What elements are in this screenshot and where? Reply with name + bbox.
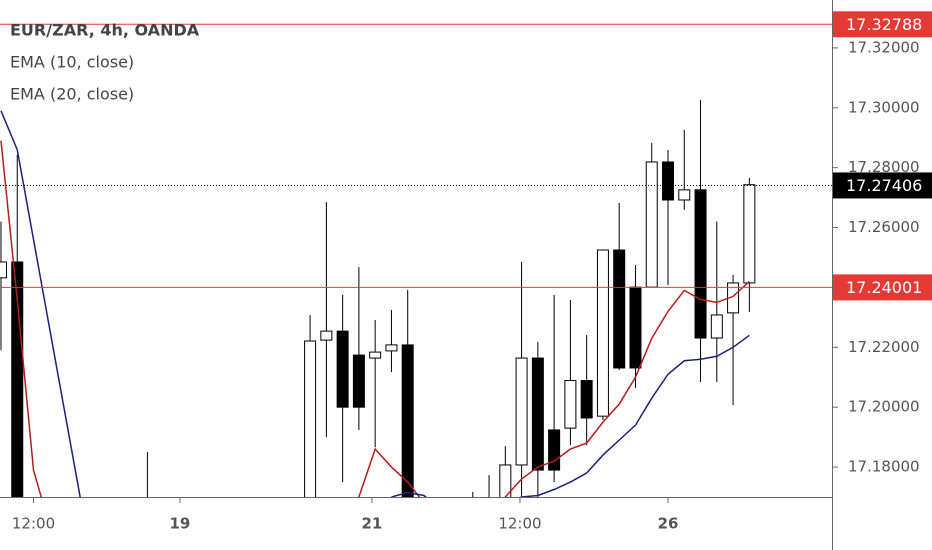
ema-line bbox=[0, 140, 43, 497]
candle-body bbox=[678, 189, 691, 201]
candle-body bbox=[629, 286, 642, 369]
y-tick-label: 17.26000 bbox=[848, 218, 920, 236]
candle-body bbox=[11, 261, 24, 497]
candle-body bbox=[564, 380, 577, 429]
ema-line bbox=[357, 447, 421, 497]
candle-body bbox=[743, 184, 756, 284]
candle-body bbox=[613, 249, 626, 369]
candle-body bbox=[710, 314, 723, 339]
x-tick-label: 26 bbox=[658, 515, 679, 533]
price-tag-label: 17.24001 bbox=[846, 278, 922, 297]
candle-body bbox=[662, 161, 675, 201]
candle-body bbox=[304, 340, 317, 497]
y-tick-label: 17.18000 bbox=[848, 458, 920, 476]
price-tag-label: 17.27406 bbox=[846, 176, 922, 195]
candle-body bbox=[694, 189, 707, 339]
plot-area bbox=[0, 23, 832, 497]
candle-body bbox=[320, 330, 333, 341]
x-tick-label: 12:00 bbox=[498, 515, 541, 533]
candle-body bbox=[596, 249, 609, 417]
price-tag bbox=[833, 172, 932, 199]
legend-entry: EMA (20, close) bbox=[10, 85, 134, 104]
candle-body bbox=[548, 429, 561, 471]
ema-line bbox=[504, 280, 750, 497]
candle-body bbox=[531, 357, 544, 471]
candle-body bbox=[401, 344, 414, 497]
candle-body bbox=[385, 344, 398, 352]
x-tick-label: 19 bbox=[169, 515, 190, 533]
x-tick-label: 21 bbox=[361, 515, 382, 533]
price-tag bbox=[833, 11, 932, 38]
legend-entry: EMA (10, close) bbox=[10, 53, 134, 72]
candle-body bbox=[0, 261, 7, 279]
y-tick-label: 17.30000 bbox=[848, 98, 920, 116]
candle-body bbox=[580, 380, 593, 419]
y-tick-label: 17.20000 bbox=[848, 398, 920, 416]
x-tick-label: 12:00 bbox=[12, 515, 55, 533]
candle-body bbox=[499, 464, 512, 497]
candle-body bbox=[515, 357, 528, 466]
price-tag bbox=[833, 274, 932, 301]
candle-body bbox=[369, 351, 382, 359]
ema-line bbox=[519, 334, 750, 497]
chart-title: EUR/ZAR, 4h, OANDA bbox=[10, 21, 200, 40]
y-tick-label: 17.28000 bbox=[848, 158, 920, 176]
y-tick-label: 17.22000 bbox=[848, 338, 920, 356]
candle-body bbox=[645, 161, 658, 288]
candle-body bbox=[336, 330, 349, 408]
y-tick-label: 17.32000 bbox=[848, 38, 920, 56]
ema-line bbox=[0, 110, 81, 497]
candle-body bbox=[352, 354, 365, 408]
price-tag-label: 17.32788 bbox=[846, 15, 922, 34]
ema-line bbox=[391, 491, 427, 497]
